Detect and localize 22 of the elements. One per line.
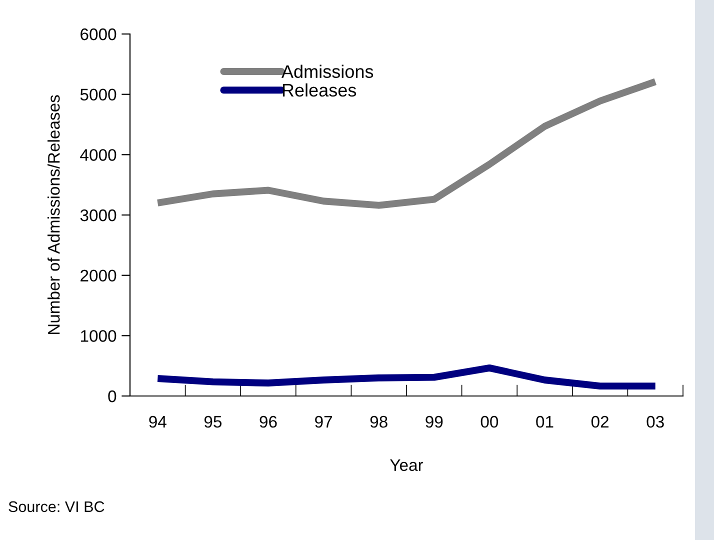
y-axis-title: Number of Admissions/Releases: [48, 95, 60, 334]
legend-label: Releases: [282, 83, 356, 97]
y-tick-label: 1000: [81, 330, 116, 342]
x-tick-label: 95: [204, 416, 222, 428]
y-tick-label: 4000: [80, 149, 116, 161]
x-tick-label: 01: [536, 416, 554, 428]
y-tick-label: 5000: [80, 88, 116, 101]
x-tick-label: 98: [370, 416, 388, 428]
x-tick-label: 99: [426, 416, 443, 428]
x-tick-label: 97: [315, 416, 332, 428]
y-tick-label: 0: [108, 390, 116, 402]
x-axis-title: Year: [390, 459, 424, 471]
y-tick-label: 3000: [80, 209, 116, 222]
x-tick-label: 94: [149, 416, 166, 428]
x-tick-label: 02: [591, 416, 608, 428]
legend-label: Admissions: [281, 64, 374, 78]
x-tick-label: 96: [260, 416, 277, 428]
y-tick-label: 6000: [80, 28, 116, 40]
y-tick-label: 2000: [80, 270, 116, 282]
x-tick-label: 00: [480, 416, 498, 428]
x-tick-label: 03: [646, 416, 664, 428]
source-note: Source: VI BC: [8, 501, 104, 512]
